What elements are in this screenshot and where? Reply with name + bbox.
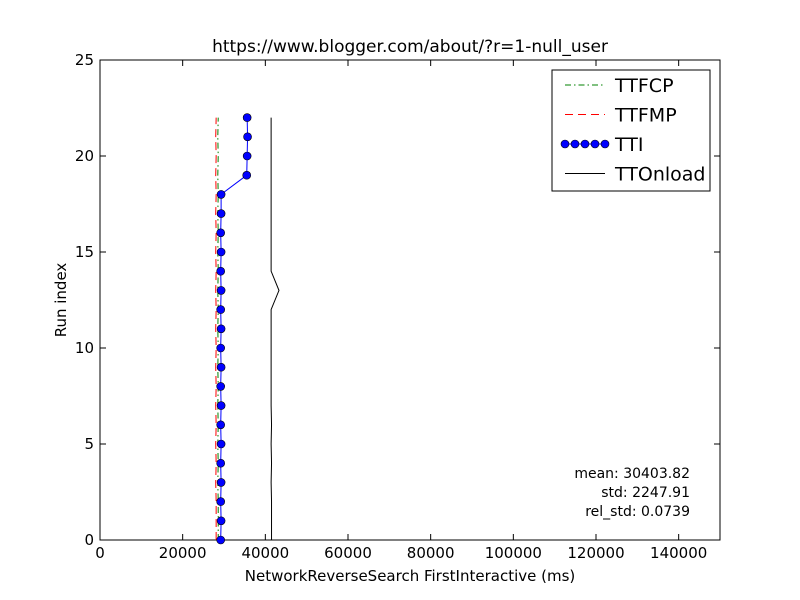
data-point-tti [216,324,226,334]
data-point-tti [216,535,225,545]
data-point-tti [216,343,225,353]
x-axis-label: NetworkReverseSearch FirstInteractive (m… [245,567,576,585]
y-tick-label: 15 [75,243,94,261]
x-tick-label: 100000 [485,544,542,562]
y-tick-label: 5 [84,435,94,453]
tick-layer: 0 20000 40000 60000 80000 100000 120000 140000 0… [75,51,720,562]
legend-marker-tti [600,139,610,149]
legend: TTFCP TTFMP TTI TTOnload [551,69,711,192]
x-tick-label: 140000 [650,544,707,562]
y-tick-label: 20 [75,147,94,165]
plot-frame [99,59,721,541]
data-point-tti [216,458,225,468]
stats-rel-std: rel_std: 0.0739 [585,504,690,520]
legend-label-ttfmp: TTFMP [614,105,677,127]
data-point-tti [216,516,226,526]
data-point-tti [216,362,226,372]
x-tick-label: 60000 [324,544,372,562]
data-point-tti [216,478,226,487]
stats-annotation: mean: 30403.82 std: 2247.91 rel_std: 0.0… [574,466,690,520]
y-tick-label: 0 [84,531,94,549]
legend-marker-tti [580,139,590,149]
data-point-tti [242,113,252,122]
stats-mean: mean: 30403.82 [574,466,690,482]
y-tick-label: 25 [75,51,94,69]
legend-label-tti: TTI [614,134,643,156]
y-tick-label: 10 [75,339,94,357]
data-point-tti [216,247,226,257]
chart-title: https://www.blogger.com/about/?r=1-null_… [212,37,608,57]
data-point-tti [242,170,252,180]
series-line-ttonload [270,117,280,540]
data-point-tti [216,286,226,295]
legend-marker-tti [590,139,600,149]
legend-entry-ttfmp: TTFMP [565,105,677,127]
legend-marker-tti [570,139,580,149]
legend-label-ttonload: TTOnload [614,164,705,186]
legend-label-ttfcp: TTFCP [614,75,674,97]
stats-std: std: 2247.91 [601,485,690,501]
data-point-tti [216,439,226,449]
data-point-tti [216,305,225,314]
data-point-tti [243,132,252,142]
x-tick-label: 40000 [241,544,289,562]
data-point-tti [216,420,225,430]
x-tick-label: 0 [95,544,105,562]
legend-entry-ttonload: TTOnload [565,164,705,186]
series-layer [215,113,280,545]
legend-frame [551,69,711,192]
data-point-tti [216,190,226,199]
data-point-tti [216,401,226,410]
plot-area: 0 20000 40000 60000 80000 100000 120000 140000 0… [75,51,721,562]
x-tick-label: 80000 [407,544,455,562]
legend-entry-tti: TTI [560,134,643,156]
data-point-tti [216,497,225,506]
series-tti [216,113,252,545]
series-ttonload [270,117,280,540]
data-point-tti [216,266,225,276]
legend-marker-tti [560,139,570,149]
data-point-tti [216,228,225,238]
x-tick-label: 20000 [159,544,207,562]
data-point-tti [216,382,225,391]
x-tick-label: 120000 [567,544,624,562]
data-point-tti [242,151,252,161]
y-axis-label: Run index [52,263,70,338]
data-point-tti [216,209,226,218]
legend-entry-ttfcp: TTFCP [565,75,674,97]
